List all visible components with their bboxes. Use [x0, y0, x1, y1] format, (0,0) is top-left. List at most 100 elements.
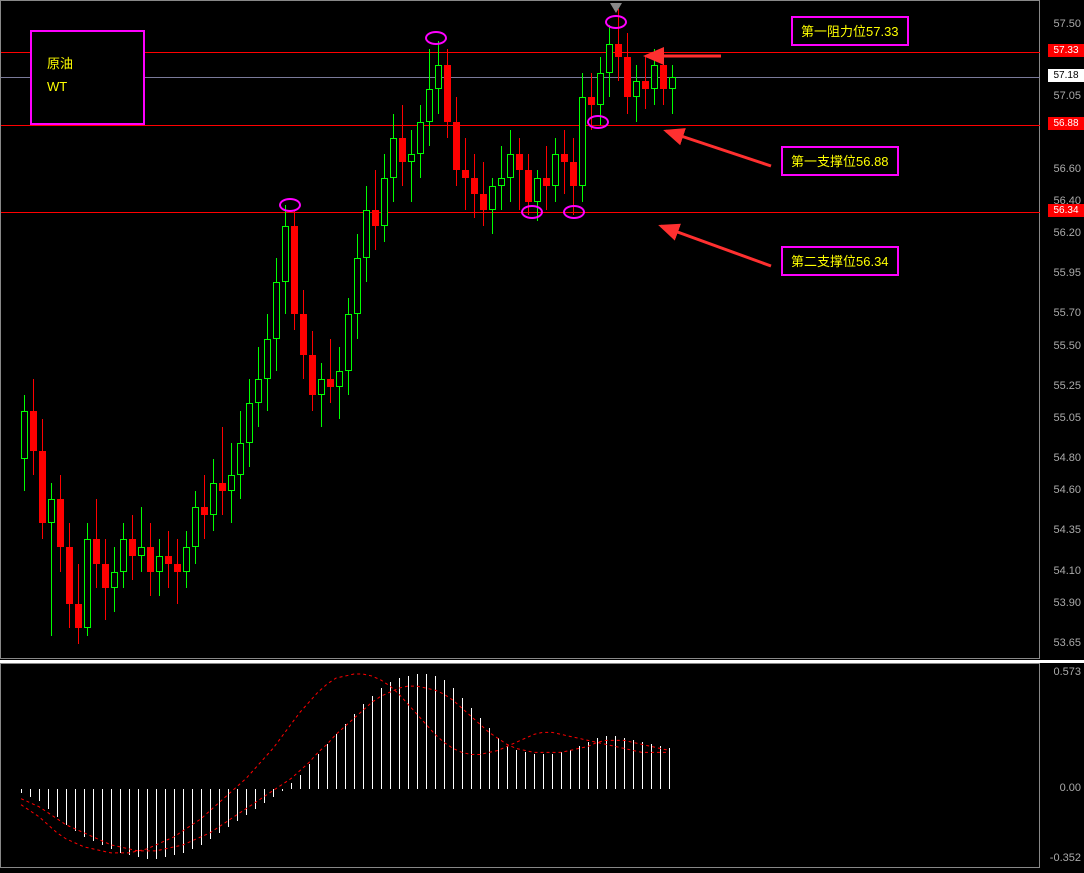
macd-histogram-bar [624, 738, 625, 788]
price-level-line [1, 77, 1041, 78]
macd-histogram-bar [273, 789, 274, 797]
macd-histogram-bar [246, 789, 247, 815]
macd-histogram-bar [669, 748, 670, 788]
macd-histogram-bar [615, 736, 616, 788]
macd-histogram-bar [300, 775, 301, 789]
macd-histogram-bar [543, 754, 544, 788]
macd-histogram-bar [291, 783, 292, 789]
price-tick-label: 55.95 [1053, 267, 1081, 279]
macd-histogram-bar [237, 789, 238, 821]
circle-highlight [425, 31, 447, 45]
macd-histogram-bar [111, 789, 112, 849]
macd-histogram-bar [417, 674, 418, 789]
price-tick-label: 55.05 [1053, 412, 1081, 424]
price-level-tag: 56.34 [1048, 204, 1084, 217]
macd-histogram-bar [606, 736, 607, 788]
macd-histogram-bar [507, 746, 508, 788]
circle-highlight [279, 198, 301, 212]
annotation-arrow [666, 131, 771, 166]
price-tick-label: 54.80 [1053, 452, 1081, 464]
macd-histogram-bar [381, 688, 382, 788]
macd-histogram-bar [525, 752, 526, 788]
macd-histogram-bar [30, 789, 31, 797]
macd-histogram-bar [66, 789, 67, 825]
indicator-y-axis: 0.573 0.00 -0.352 [1040, 663, 1084, 868]
macd-histogram-bar [345, 724, 346, 788]
macd-histogram-bar [480, 718, 481, 788]
macd-histogram-bar [534, 754, 535, 788]
macd-histogram-bar [399, 678, 400, 789]
annotation-label: 第一支撑位56.88 [781, 146, 899, 176]
macd-histogram-bar [318, 754, 319, 788]
macd-histogram-bar [138, 789, 139, 857]
macd-histogram-bar [75, 789, 76, 831]
macd-histogram-bar [363, 704, 364, 788]
macd-histogram-bar [84, 789, 85, 837]
macd-histogram-bar [588, 742, 589, 788]
macd-histogram-bar [183, 789, 184, 853]
price-tick-label: 57.50 [1053, 18, 1081, 30]
chart-title-box: 原油 WT [30, 30, 145, 125]
macd-histogram-bar [390, 682, 391, 789]
macd-histogram-bar [309, 764, 310, 788]
circle-highlight [587, 115, 609, 129]
macd-histogram-bar [372, 696, 373, 788]
annotation-label: 第一阻力位57.33 [791, 16, 909, 46]
price-level-line [1, 125, 1041, 126]
macd-histogram-bar [354, 714, 355, 788]
price-tick-label: 53.65 [1053, 637, 1081, 649]
price-y-axis: 57.5057.0556.6056.4056.2055.9555.7055.50… [1040, 0, 1084, 659]
macd-histogram-bar [561, 752, 562, 788]
macd-histogram-bar [165, 789, 166, 857]
macd-histogram-bar [228, 789, 229, 827]
macd-histogram-bar [327, 744, 328, 788]
macd-histogram-bar [255, 789, 256, 809]
macd-histogram-bar [462, 698, 463, 788]
macd-histogram-bar [102, 789, 103, 845]
price-tick-label: 54.35 [1053, 524, 1081, 536]
macd-histogram-bar [156, 789, 157, 859]
price-tick-label: 54.60 [1053, 484, 1081, 496]
macd-histogram-bar [210, 789, 211, 839]
price-level-tag: 57.33 [1048, 44, 1084, 57]
price-level-tag: 56.88 [1048, 117, 1084, 130]
price-tick-label: 55.25 [1053, 380, 1081, 392]
macd-histogram-bar [570, 750, 571, 788]
macd-histogram-bar [489, 728, 490, 788]
macd-histogram-bar [120, 789, 121, 853]
circle-highlight [605, 15, 627, 29]
macd-histogram-bar [147, 789, 148, 859]
macd-histogram-bar [660, 746, 661, 788]
macd-histogram-bar [633, 740, 634, 788]
macd-histogram-bar [408, 676, 409, 789]
macd-histogram-bar [597, 738, 598, 788]
price-tick-label: 56.20 [1053, 227, 1081, 239]
price-tick-label: 53.90 [1053, 597, 1081, 609]
macd-histogram-bar [453, 688, 454, 788]
price-level-line [1, 52, 1041, 53]
circle-highlight [563, 205, 585, 219]
macd-histogram-bar [174, 789, 175, 855]
macd-indicator-chart[interactable] [0, 663, 1040, 868]
indicator-tick-label: 0.573 [1053, 666, 1081, 678]
macd-histogram-bar [552, 754, 553, 788]
macd-histogram-bar [48, 789, 49, 809]
indicator-tick-label: 0.00 [1060, 782, 1081, 794]
price-tick-label: 55.50 [1053, 340, 1081, 352]
title-line1: 原油 [47, 52, 128, 75]
macd-histogram-bar [219, 789, 220, 833]
macd-histogram-bar [93, 789, 94, 841]
macd-histogram-bar [498, 738, 499, 788]
macd-histogram-bar [444, 680, 445, 789]
macd-histogram-bar [21, 789, 22, 793]
macd-histogram-bar [282, 789, 283, 791]
macd-histogram-bar [516, 750, 517, 788]
macd-histogram-bar [642, 742, 643, 788]
macd-histogram-bar [336, 734, 337, 788]
indicator-tick-label: -0.352 [1050, 852, 1081, 864]
price-tick-label: 56.60 [1053, 163, 1081, 175]
price-tick-label: 57.05 [1053, 90, 1081, 102]
macd-histogram-bar [201, 789, 202, 845]
main-candlestick-chart[interactable]: 第一阻力位57.33第一支撑位56.88第二支撑位56.34 [0, 0, 1040, 659]
macd-histogram-bar [57, 789, 58, 817]
